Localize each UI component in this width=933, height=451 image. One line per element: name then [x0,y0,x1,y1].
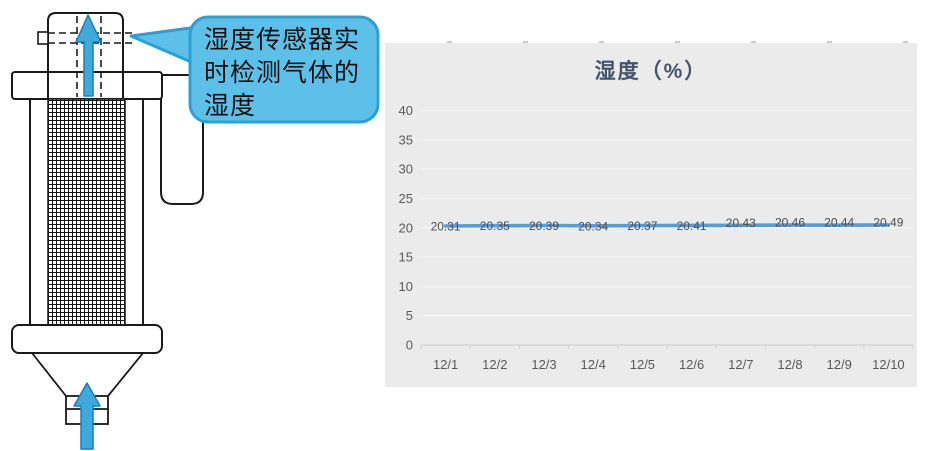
funnel [31,352,144,397]
y-axis-tick-label: 5 [406,308,413,323]
series-line [443,223,891,228]
y-axis-tick-label: 40 [399,103,413,118]
tube-dashed-guides [76,16,102,97]
sensor-dashed-leads [48,32,132,44]
top-tick-mark [447,41,452,43]
gas-outlet-arrow-icon [75,14,102,97]
top-tick-mark [827,41,832,43]
data-label: 20.31 [431,219,461,233]
data-label: 20.44 [824,216,854,230]
x-axis-tick-label: 12/1 [433,357,458,372]
x-axis-tick-label: 12/8 [777,357,802,372]
chart-title: 湿度（%） [594,60,708,83]
data-label: 20.39 [529,219,559,233]
x-axis-tick-label: 12/7 [728,357,753,372]
y-axis-tick-label: 10 [399,279,413,294]
x-axis-tick-label: 12/3 [531,357,556,372]
sensor-tube [47,12,124,99]
humidity-chart-plot: 0 5 10 15 20 25 30 35 40 20.31 20.35 20.39 20.34 20.3… [399,103,914,372]
data-label: 20.49 [873,215,903,229]
x-axis-tick-label: 12/4 [581,357,606,372]
mesh-filter [47,98,126,326]
x-axis-tick-label: 12/6 [679,357,704,372]
x-axis-tick-label: 12/9 [827,357,852,372]
top-tick-mark [751,41,756,43]
y-axis-tick-label: 15 [399,250,413,265]
data-label: 20.43 [726,216,756,230]
bottom-collar [11,324,163,354]
y-axis-tick-label: 30 [399,162,413,177]
data-label: 20.37 [627,219,657,233]
gas-inlet-arrow-icon [73,382,101,450]
humidity-chart: 0 5 10 15 20 25 30 35 40 20.31 20.35 20.39 20.34 20.3… [385,43,917,387]
data-label: 20.41 [677,219,707,233]
x-axis-tick-label: 12/2 [482,357,507,372]
top-tick-mark [523,41,528,43]
top-tick-mark [903,41,908,43]
data-label: 20.46 [775,216,805,230]
y-axis-tick-label: 0 [406,338,413,353]
data-label: 20.34 [578,219,608,233]
callout-label: 湿度传感器实时检测气体的湿度 [204,27,361,120]
top-tick-mark [675,41,680,43]
top-tick-mark [599,41,604,43]
y-axis-tick-label: 20 [399,220,413,235]
y-axis-tick-label: 35 [399,132,413,147]
sensor-tab [37,31,49,45]
y-axis-tick-label: 25 [399,191,413,206]
x-axis-tick-label: 12/10 [872,357,905,372]
callout-bubble [188,15,380,124]
x-axis-tick-label: 12/5 [630,357,655,372]
humidity-device-diagram [11,12,380,450]
data-label: 20.35 [480,219,510,233]
